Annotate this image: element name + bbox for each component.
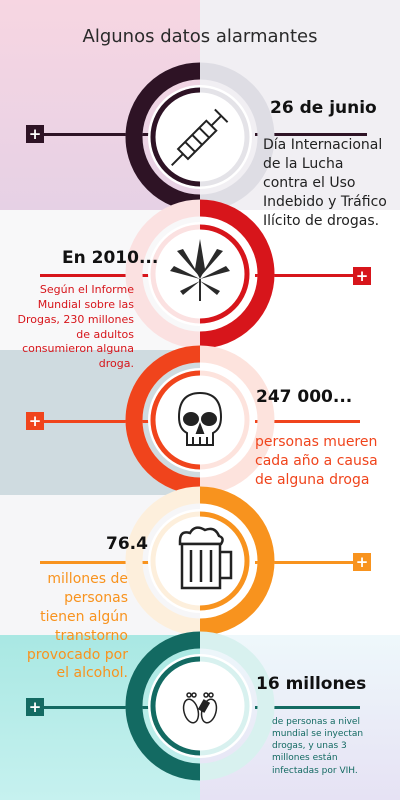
heading-2: En 2010... [62,248,159,268]
description-5: de personas a nivel mundial se inyectan … [272,717,364,776]
cannabis-leaf-icon [170,239,230,301]
expand-button-3[interactable]: + [26,412,44,430]
syringe-icon [171,108,229,166]
connector-line-4b [255,561,365,564]
heading-1: 26 de junio [270,98,377,118]
connector-line-1b [255,133,367,136]
footprints-icon [182,692,218,724]
ring-graphic-1 [125,62,275,212]
connector-line-2b [255,274,365,277]
connector-line-5 [28,706,150,709]
connector-line-1 [28,133,150,136]
ring-graphic-3 [125,345,275,495]
expand-button-5[interactable]: + [26,698,44,716]
description-4: millones de personas tienen algún transt… [26,571,128,682]
connector-line-3 [28,420,150,423]
heading-4: 76.4 [106,534,148,554]
connector-line-4 [40,561,150,564]
page-title: Algunos datos alarmantes [82,26,318,47]
description-3: personas mueren cada año a causa de algu… [255,434,378,488]
connector-line-2 [40,274,150,277]
connector-line-5b [255,706,360,709]
expand-button-1[interactable]: + [26,125,44,143]
expand-button-4[interactable]: + [353,553,371,571]
ring-graphic-2 [125,199,275,349]
connector-line-3b [255,420,360,423]
beer-mug-icon [178,526,233,590]
heading-5: 16 millones [256,674,367,694]
ring-graphic-5 [125,631,275,781]
heading-3: 247 000... [256,387,353,407]
description-1: Día Internacional de la Lucha contra el … [263,137,387,229]
description-2: Según el Informe Mundial sobre las Droga… [17,283,134,371]
skull-icon [177,391,223,446]
ring-graphic-4 [125,486,275,636]
expand-button-2[interactable]: + [353,267,371,285]
